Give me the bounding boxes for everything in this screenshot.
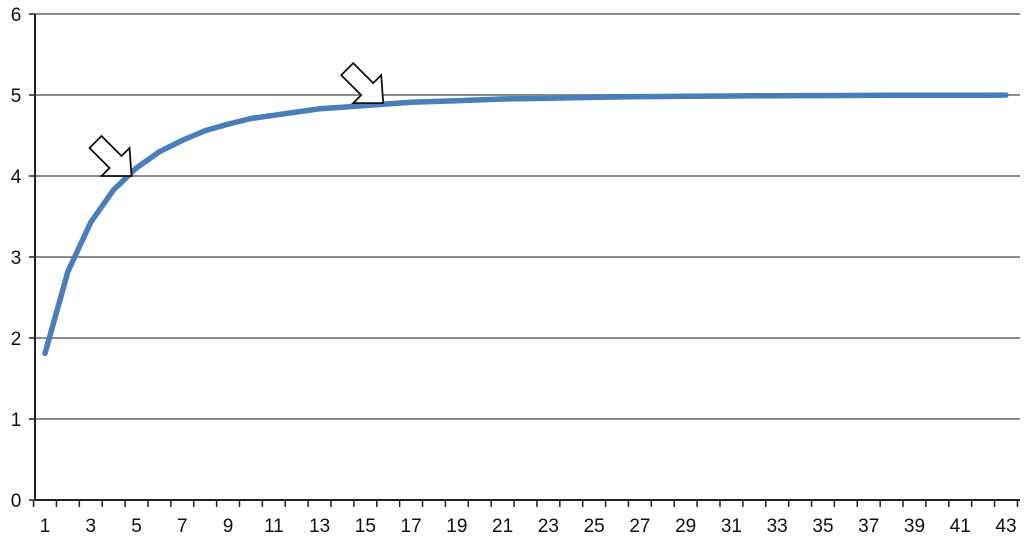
x-tick-label: 35 <box>812 516 833 537</box>
x-tick-label: 31 <box>721 516 742 537</box>
x-tick-label: 25 <box>584 516 605 537</box>
x-tick-label: 17 <box>401 516 422 537</box>
x-tick-label: 9 <box>223 516 234 537</box>
x-tick-label: 29 <box>675 516 696 537</box>
x-tick-label: 27 <box>629 516 650 537</box>
annotation-arrow-icon <box>341 63 383 103</box>
series-line <box>45 95 1006 353</box>
y-tick-label: 6 <box>11 5 22 26</box>
x-tick-label: 3 <box>85 516 96 537</box>
x-tick-label: 33 <box>767 516 788 537</box>
y-tick-label: 1 <box>11 410 22 431</box>
x-tick-label: 5 <box>131 516 142 537</box>
y-tick-label: 5 <box>11 86 22 107</box>
x-tick-label: 13 <box>309 516 330 537</box>
x-tick-label: 19 <box>446 516 467 537</box>
x-tick-label: 7 <box>177 516 188 537</box>
y-tick-label: 3 <box>11 248 22 269</box>
x-tick-label: 41 <box>950 516 971 537</box>
x-tick-label: 23 <box>538 516 559 537</box>
x-tick-label: 11 <box>264 516 284 537</box>
x-tick-label: 21 <box>492 516 513 537</box>
y-tick-label: 4 <box>11 167 22 188</box>
x-tick-label: 37 <box>858 516 879 537</box>
y-tick-label: 0 <box>11 491 22 512</box>
x-tick-label: 15 <box>355 516 376 537</box>
y-tick-label: 2 <box>11 329 22 350</box>
x-tick-label: 1 <box>40 516 51 537</box>
annotation-arrow-icon <box>90 136 132 176</box>
x-tick-label: 39 <box>904 516 925 537</box>
x-tick-label: 43 <box>995 516 1016 537</box>
